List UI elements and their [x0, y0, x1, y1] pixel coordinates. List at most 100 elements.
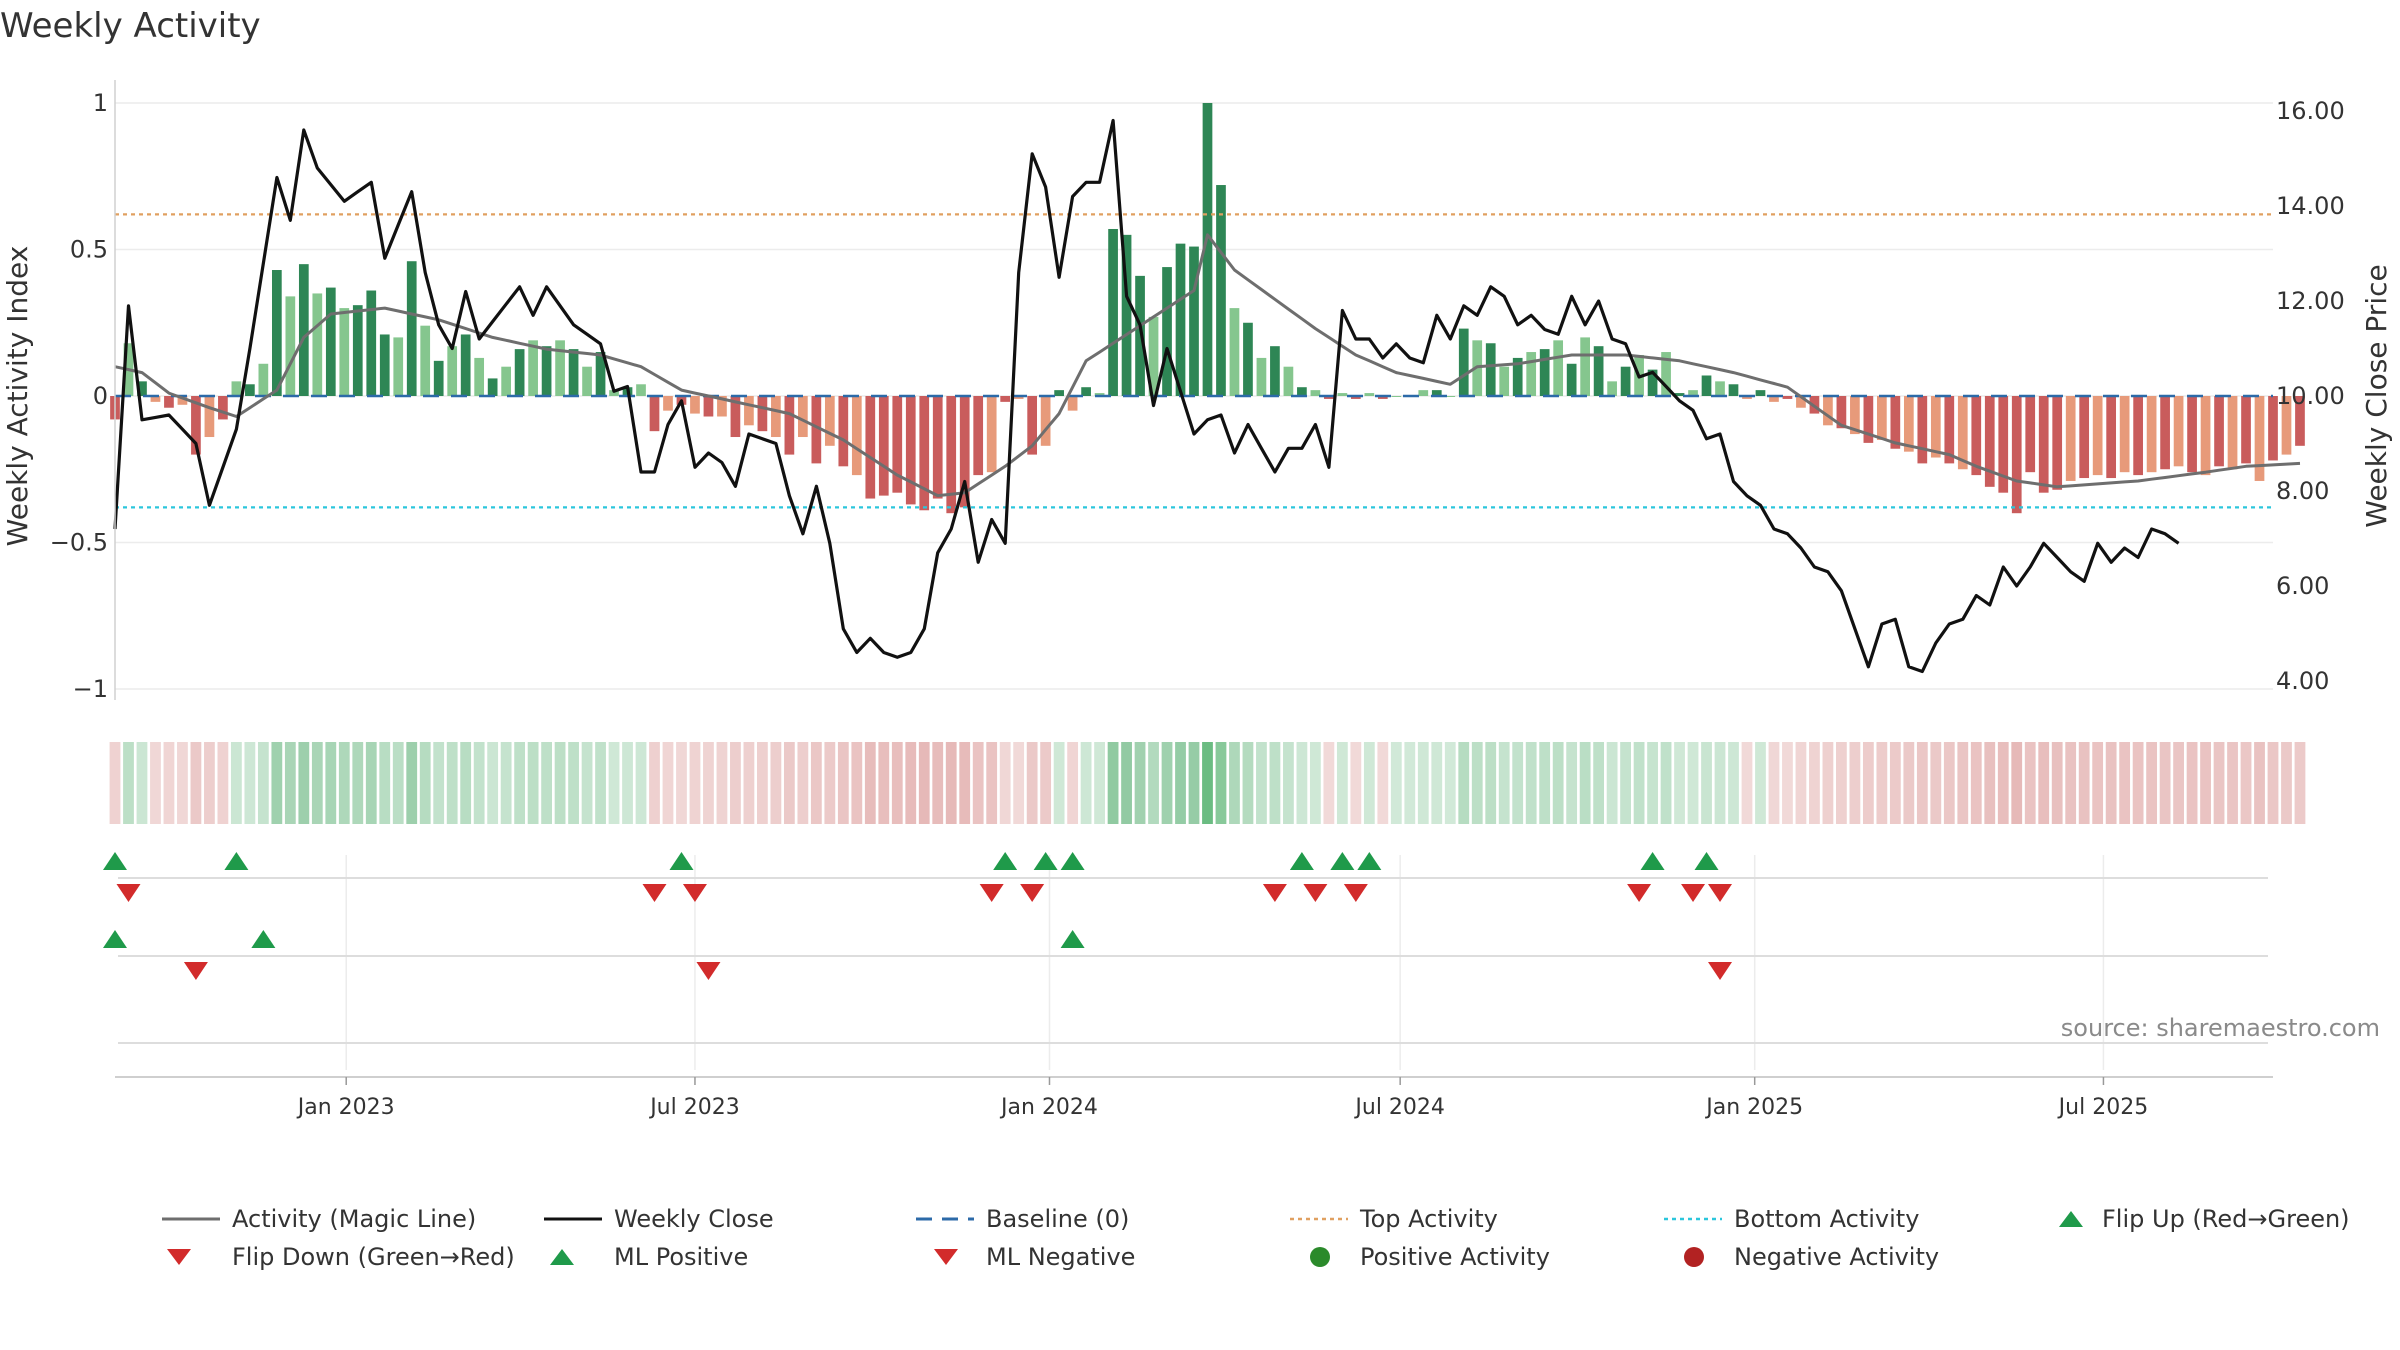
heat-cell — [554, 742, 566, 824]
flip-down-marker — [642, 884, 667, 902]
activity-bar — [1715, 381, 1725, 396]
heat-cell — [1876, 742, 1888, 824]
heat-cell — [2024, 742, 2036, 824]
heat-cell — [1566, 742, 1578, 824]
activity-bar — [325, 287, 336, 396]
legend-item-flip-up: Flip Up (Red→Green) — [2050, 1205, 2350, 1233]
dot-icon — [1684, 1247, 1704, 1267]
heat-cell — [905, 742, 917, 824]
legend-symbol-top-activity — [1290, 1217, 1348, 1221]
heat-cell — [392, 742, 404, 824]
activity-bar — [2092, 396, 2103, 476]
activity-bar — [744, 396, 754, 426]
right-axis-label: Weekly Close Price — [2360, 264, 2393, 527]
flip-up-marker — [1289, 852, 1314, 870]
heat-cell — [190, 742, 202, 824]
heat-cell — [918, 742, 930, 824]
legend: Activity (Magic Line) Weekly Close Basel… — [160, 1205, 2380, 1285]
activity-bar — [1458, 328, 1469, 396]
heat-cell — [1862, 742, 1874, 824]
flip-up-marker — [1357, 852, 1382, 870]
activity-bar — [1121, 234, 1132, 396]
activity-bar — [2160, 396, 2170, 470]
activity-bar — [218, 396, 228, 420]
activity-bar — [2038, 396, 2049, 493]
activity-bar — [1593, 346, 1604, 396]
heat-cell — [851, 742, 863, 824]
heat-cell — [1930, 742, 1942, 824]
reference-lines — [115, 213, 2273, 509]
legend-label: Top Activity — [1360, 1205, 1498, 1233]
activity-bar — [595, 352, 606, 396]
activity-bar — [487, 378, 498, 396]
activity-bar — [204, 396, 215, 438]
heat-cell — [1836, 742, 1847, 824]
heat-cell — [810, 742, 822, 824]
activity-bar — [2281, 396, 2292, 455]
heat-cell — [1269, 742, 1281, 824]
activity-bar — [1998, 396, 2009, 493]
left-tick-label: 0.5 — [70, 236, 108, 264]
heat-cell — [1350, 742, 1362, 824]
triangle-down-icon — [167, 1249, 191, 1265]
axes: 1 0.5 0 −0.5 −1 Weekly Activity Index 16.00 14.… — [1, 80, 2393, 703]
x-tick-label: Jul 2025 — [2057, 1095, 2149, 1120]
activity-bar — [271, 270, 282, 396]
heat-cell — [446, 742, 458, 824]
activity-bar — [1081, 387, 1091, 396]
heat-cell — [1768, 742, 1780, 824]
flip-down-marker — [1627, 884, 1652, 902]
activity-bar — [1094, 393, 1105, 396]
heat-cell — [1336, 742, 1348, 824]
flip-up-marker — [103, 852, 127, 870]
activity-bar — [2065, 396, 2076, 481]
heat-cell — [2132, 742, 2144, 824]
heat-cell — [2227, 742, 2238, 824]
activity-bar — [2241, 396, 2251, 464]
heat-cell — [2281, 742, 2292, 824]
heat-cell — [662, 742, 674, 824]
activity-bar — [1796, 396, 1806, 408]
activity-bar — [730, 396, 741, 438]
heat-cell — [487, 742, 499, 824]
activity-bar — [1944, 396, 1955, 464]
heat-cell — [1229, 742, 1240, 824]
activity-bar — [1445, 396, 1456, 397]
heat-cell — [1822, 742, 1834, 824]
heat-cell — [1121, 742, 1132, 824]
heat-cell — [797, 742, 809, 824]
activity-bar — [1850, 396, 1860, 435]
activity-bar — [1539, 349, 1550, 396]
activity-bar — [811, 396, 822, 464]
activity-bar — [1984, 396, 1995, 487]
activity-bar — [1930, 396, 1941, 458]
heat-cell — [230, 742, 242, 824]
right-tick-label: 10.00 — [2276, 382, 2345, 410]
heat-cell — [972, 742, 984, 824]
flip-down-marker — [1343, 884, 1368, 902]
activity-bar — [1337, 393, 1348, 396]
activity-bar — [609, 390, 619, 396]
activity-bar — [824, 396, 835, 446]
heat-cell — [1606, 742, 1618, 824]
heat-cell — [2078, 742, 2090, 824]
right-tick-label: 6.00 — [2276, 572, 2329, 600]
flip-up-marker — [224, 852, 249, 870]
activity-bar — [366, 290, 377, 396]
activity-bar — [1823, 396, 1833, 426]
triangle-down-icon — [934, 1249, 958, 1265]
heat-cell — [1188, 742, 1200, 824]
flip-up-marker — [103, 930, 127, 948]
activity-bar — [1364, 393, 1375, 396]
activity-bar — [1863, 396, 1874, 443]
heat-cell — [136, 742, 148, 824]
heat-cell — [932, 742, 944, 824]
activity-bar — [784, 396, 795, 455]
heat-cell — [2173, 742, 2184, 824]
heat-cell — [959, 742, 971, 824]
activity-bar — [878, 396, 889, 496]
activity-bar — [2227, 396, 2238, 470]
activity-bar — [2200, 396, 2211, 476]
activity-bar — [339, 308, 350, 396]
